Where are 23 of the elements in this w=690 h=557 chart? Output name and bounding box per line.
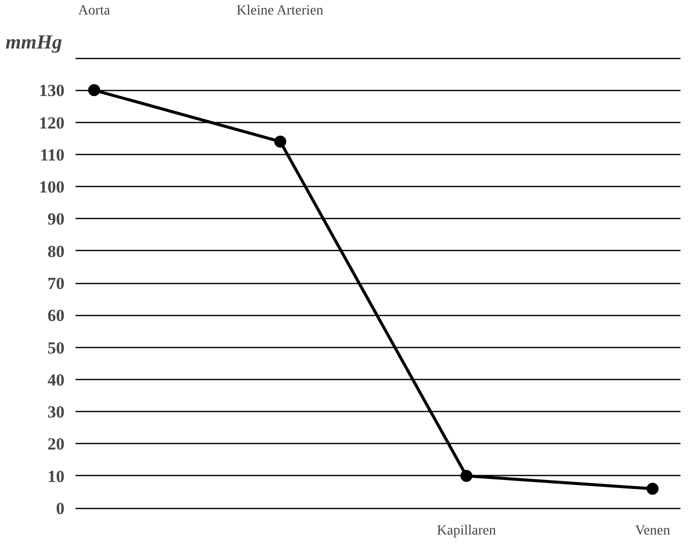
x-tick-label: Kleine Arterien (236, 4, 324, 18)
y-tick-label: 40 (48, 370, 64, 390)
x-tick-label: Venen (635, 524, 670, 538)
y-tick-label: 70 (48, 274, 64, 293)
y-tick-label: 80 (48, 242, 64, 261)
y-tick-label: 90 (48, 210, 64, 229)
y-tick-label: 50 (48, 338, 64, 358)
point (88, 84, 100, 96)
y-tick-label: 30 (48, 402, 64, 422)
y-tick-label: 60 (48, 306, 64, 326)
y-tick-label: 110 (40, 145, 64, 164)
x-tick-label: Kapillaren (436, 524, 496, 538)
point (646, 482, 659, 495)
y-tick-label: 130 (39, 81, 64, 100)
y-axis-title: mmHg (6, 32, 62, 54)
y-tick-label: 100 (39, 178, 64, 197)
y-tick-label: 20 (48, 434, 64, 454)
y-tick-label: 10 (48, 466, 64, 486)
x-tick-label: Aorta (78, 4, 111, 18)
point (274, 136, 286, 148)
y-tick-label: 0 (56, 499, 64, 518)
y-tick-label: 120 (39, 113, 64, 132)
point (460, 470, 472, 482)
